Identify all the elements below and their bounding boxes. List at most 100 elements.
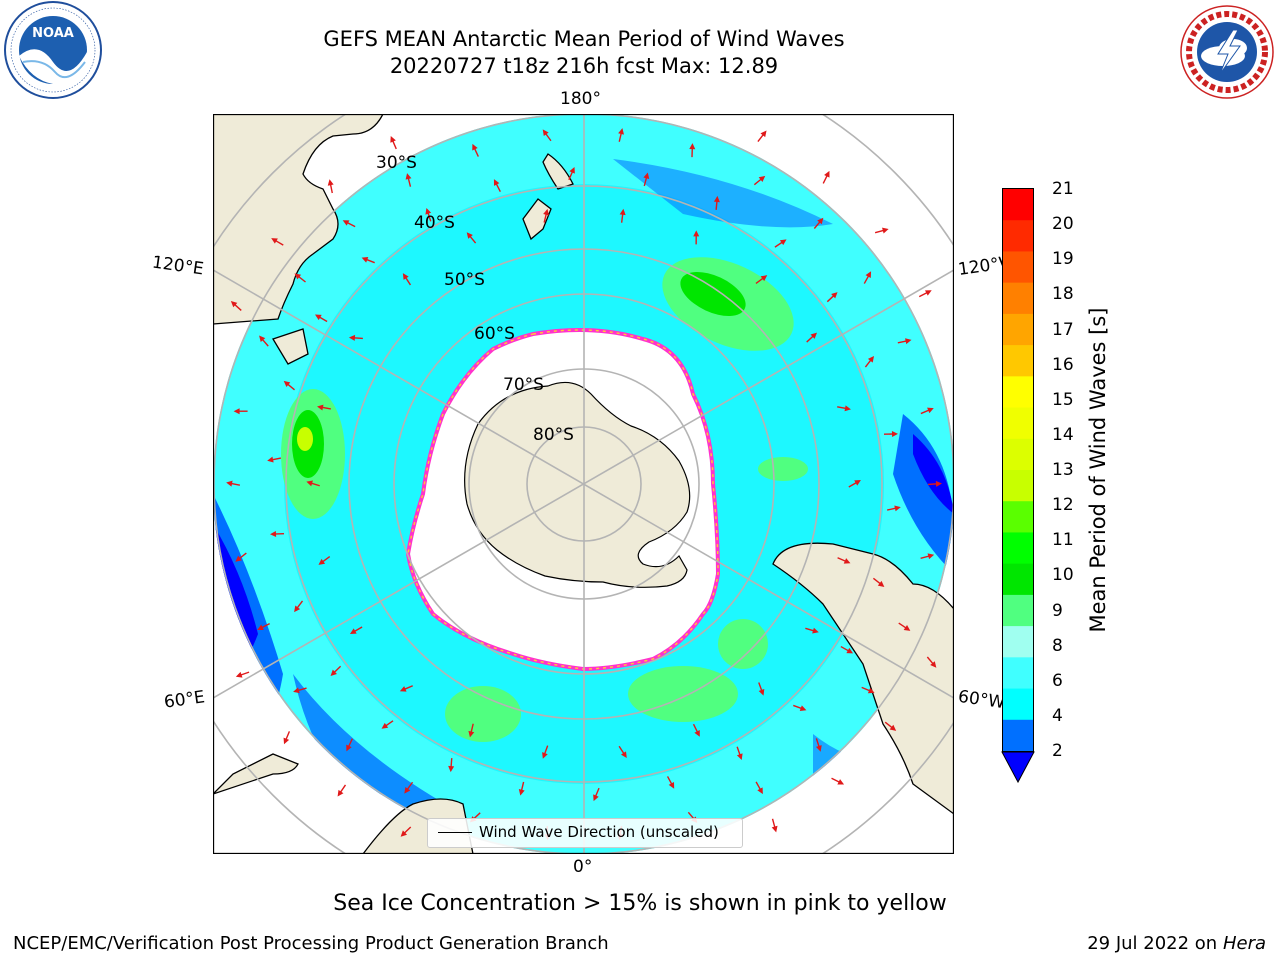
lat-label-50s: 50°S [444, 270, 485, 290]
wave-direction-arrow [806, 332, 817, 343]
colorbar-tick-label: 19 [1052, 249, 1074, 270]
colorbar-tick-label: 9 [1052, 600, 1063, 621]
lat-label-70s: 70°S [503, 375, 544, 395]
wave-direction-arrow [884, 721, 897, 731]
wave-direction-arrow [643, 172, 650, 187]
wave-direction-arrow [753, 175, 766, 186]
wave-direction-arrow [235, 552, 247, 562]
colorbar-bin [1003, 251, 1033, 284]
wave-direction-arrow [405, 173, 412, 187]
colorbar-bin [1003, 563, 1033, 596]
lon-label-0: 0° [573, 857, 593, 877]
lon-label-60e: 60°E [162, 687, 207, 713]
colorbar-bin [1003, 282, 1033, 315]
map-title: GEFS MEAN Antarctic Mean Period of Wind … [323, 27, 845, 51]
wave-direction-arrow [346, 738, 353, 752]
wave-direction-arrow [863, 271, 872, 284]
wave-direction-arrow [920, 407, 934, 415]
colorbar-tick-label: 15 [1052, 389, 1074, 410]
map-border [213, 114, 954, 854]
credit-right: 29 Jul 2022 on Hera [1087, 933, 1266, 954]
wave-direction-arrow [349, 626, 363, 634]
lat-label-60s: 60°S [474, 324, 515, 344]
wave-direction-arrow [713, 195, 720, 210]
wave-direction-arrow [883, 431, 898, 438]
wave-direction-arrow [259, 335, 269, 347]
colorbar-bin [1003, 345, 1033, 377]
wave-direction-arrow [233, 408, 248, 415]
colorbar [1001, 188, 1035, 784]
wave-direction-arrow [618, 128, 624, 142]
wave-direction-arrow [692, 723, 700, 737]
colorbar-tick-label: 20 [1052, 214, 1074, 235]
wave-direction-arrow [271, 238, 284, 246]
colorbar-bin [1003, 688, 1033, 721]
wave-direction-arrow [518, 781, 525, 796]
wave-direction-arrow [755, 781, 763, 795]
wave-direction-arrow [822, 170, 830, 184]
colorbar-bin [1003, 532, 1033, 565]
wave-direction-arrow [542, 745, 549, 759]
colorbar-bin [1003, 719, 1033, 752]
wave-direction-arrow [793, 704, 807, 712]
wave-direction-arrow [448, 758, 455, 773]
wave-direction-arrow [886, 505, 901, 512]
wave-direction-arrow [619, 208, 626, 223]
wave-direction-arrow [805, 627, 819, 634]
colorbar-tick-label: 14 [1052, 424, 1074, 445]
wave-direction-arrow [848, 480, 861, 488]
colorbar-tick-label: 18 [1052, 284, 1074, 305]
wave-direction-arrow [270, 530, 285, 537]
colorbar-bin [1003, 657, 1033, 690]
wave-direction-arrow [283, 380, 295, 391]
wave-direction-arrow [618, 745, 627, 758]
colorbar-bin [1003, 220, 1033, 253]
colorbar-bin [1003, 313, 1033, 346]
legend-label: Wind Wave Direction (unscaled) [479, 823, 719, 841]
colorbar-tick-label: 2 [1052, 741, 1063, 761]
wave-direction-arrow [815, 738, 822, 752]
wave-direction-arrow [918, 290, 932, 298]
wave-direction-arrow [831, 777, 845, 785]
wave-direction-arrow [568, 166, 575, 181]
wave-direction-arrow [874, 227, 889, 234]
wave-direction-arrow [861, 686, 875, 694]
colorbar-bin [1003, 470, 1033, 502]
wave-direction-arrow [926, 656, 937, 668]
wave-direction-arrow [425, 207, 432, 222]
wave-direction-arrow [927, 480, 942, 487]
wave-direction-arrow [872, 577, 885, 587]
wave-direction-arrow [693, 230, 700, 245]
colorbar-tick-label: 17 [1052, 319, 1074, 340]
wave-direction-arrow [813, 217, 824, 229]
colorbar-bin [1003, 438, 1033, 471]
colorbar-tick-label: 8 [1052, 635, 1063, 656]
wave-direction-arrow [774, 239, 787, 248]
credit-left: NCEP/EMC/Verification Post Processing Pr… [13, 933, 609, 954]
wave-direction-arrow [226, 480, 241, 487]
wave-direction-arrow [283, 731, 291, 745]
wave-direction-arrow [493, 179, 501, 192]
map-subtitle: 20220727 t18z 216h fcst Max: 12.89 [389, 54, 779, 78]
wave-direction-arrow [864, 355, 875, 368]
wave-direction-arrow [293, 687, 307, 694]
wave-direction-arrow [314, 314, 328, 323]
lat-label-40s: 40°S [414, 213, 455, 233]
wave-direction-arrow [361, 256, 375, 264]
lon-label-180: 180° [560, 89, 601, 109]
antarctica [464, 381, 691, 588]
wave-direction-arrow [771, 818, 778, 833]
colorbar-bin [1003, 407, 1033, 440]
wave-direction-arrow [337, 784, 347, 797]
colorbar-bin [1003, 626, 1033, 658]
colorbar-tick-label: 12 [1052, 495, 1074, 516]
wave-direction-arrow [402, 273, 412, 286]
caption: Sea Ice Concentration > 15% is shown in … [333, 891, 947, 916]
colorbar-tick-label: 16 [1052, 354, 1074, 375]
colorbar-tick-label: 10 [1052, 565, 1074, 586]
credit-machine: Hera [1222, 933, 1266, 954]
wave-direction-arrow [390, 136, 397, 150]
wave-direction-arrow [327, 179, 334, 194]
nws-logo-icon [1180, 5, 1274, 99]
wave-direction-arrow [235, 671, 250, 678]
